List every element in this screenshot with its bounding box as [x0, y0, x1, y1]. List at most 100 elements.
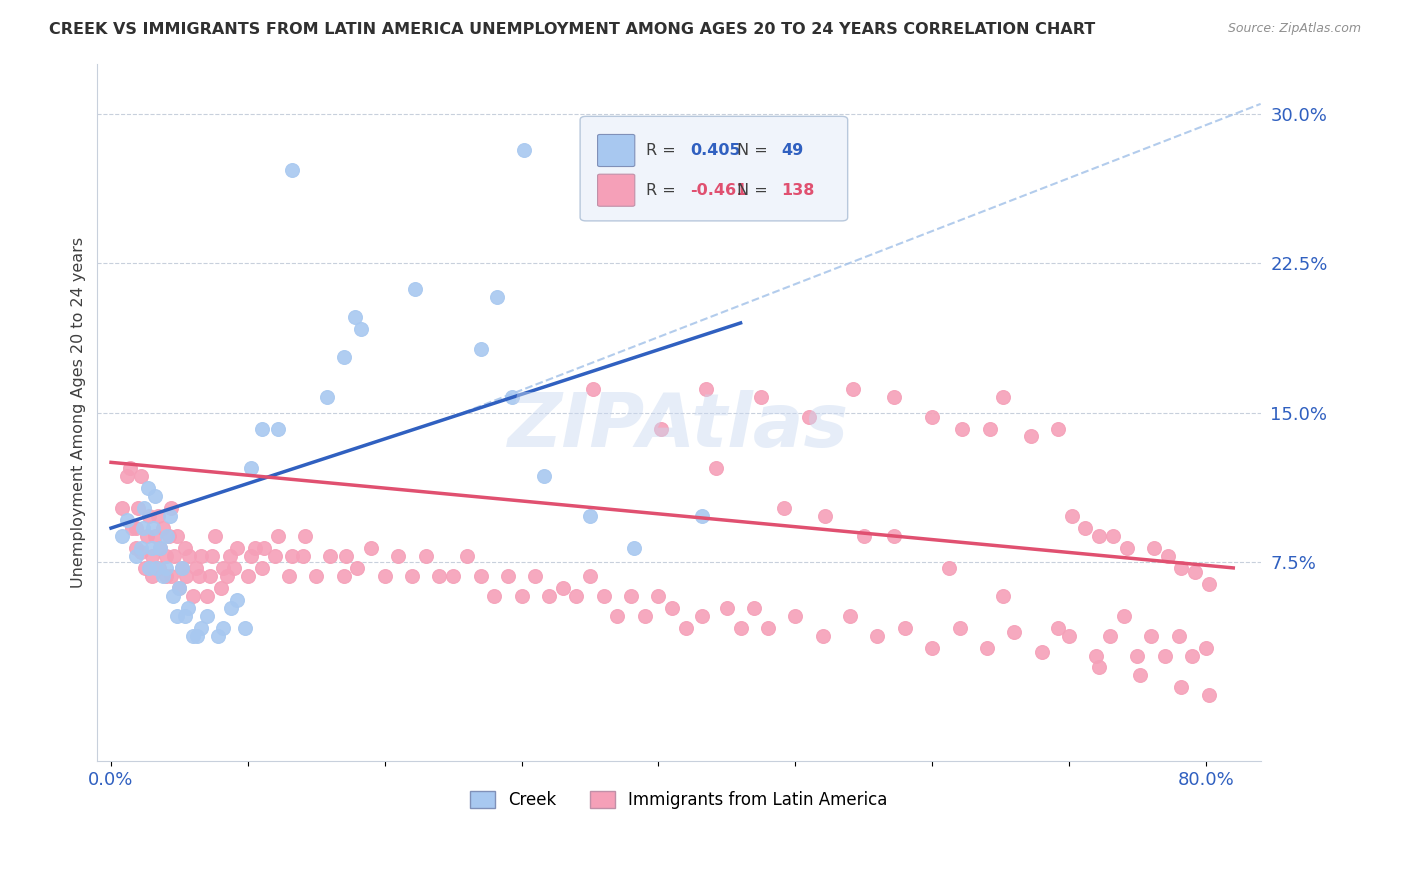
Point: [121, 521, 143, 535]
Point: [172, 561, 194, 575]
Point: [305, 569, 328, 583]
Point: [343, 310, 366, 324]
Point: [239, 461, 262, 475]
Point: [852, 529, 875, 543]
Point: [484, 589, 506, 603]
Text: 49: 49: [782, 143, 804, 158]
Point: [131, 521, 153, 535]
Point: [1198, 689, 1220, 703]
Point: [456, 549, 478, 563]
Point: [136, 481, 159, 495]
Point: [730, 621, 752, 635]
Point: [716, 600, 738, 615]
Point: [690, 509, 713, 524]
Point: [1047, 421, 1070, 435]
Point: [647, 589, 669, 603]
Text: R =: R =: [647, 184, 682, 198]
Point: [785, 608, 807, 623]
Point: [160, 569, 183, 583]
Point: [1170, 681, 1192, 695]
Point: [814, 509, 837, 524]
Point: [1170, 561, 1192, 575]
Point: [294, 529, 316, 543]
Point: [129, 541, 152, 555]
Point: [524, 569, 547, 583]
Point: [1143, 541, 1166, 555]
Point: [201, 549, 224, 563]
Point: [267, 529, 290, 543]
Point: [280, 549, 302, 563]
Point: [1112, 608, 1135, 623]
Point: [172, 561, 194, 575]
Point: [145, 561, 167, 575]
Point: [360, 541, 382, 555]
Point: [160, 501, 183, 516]
Point: [675, 621, 697, 635]
Point: [606, 608, 628, 623]
Point: [253, 541, 276, 555]
Point: [219, 549, 242, 563]
Point: [187, 569, 209, 583]
Point: [157, 529, 180, 543]
Point: [551, 581, 574, 595]
Point: [1115, 541, 1137, 555]
Text: N =: N =: [737, 143, 773, 158]
Text: R =: R =: [647, 143, 682, 158]
Point: [176, 569, 198, 583]
Point: [1031, 644, 1053, 658]
Point: [152, 521, 174, 535]
Point: [124, 521, 146, 535]
Text: 138: 138: [782, 184, 814, 198]
Point: [148, 561, 170, 575]
Point: [501, 390, 523, 404]
Point: [866, 629, 889, 643]
Point: [579, 509, 602, 524]
Point: [335, 549, 357, 563]
Point: [387, 549, 409, 563]
Point: [485, 290, 508, 304]
Point: [1074, 521, 1097, 535]
Point: [217, 569, 239, 583]
Point: [141, 549, 163, 563]
Point: [513, 143, 536, 157]
FancyBboxPatch shape: [598, 135, 634, 167]
Point: [207, 629, 229, 643]
Point: [152, 569, 174, 583]
Point: [226, 541, 249, 555]
Point: [883, 390, 905, 404]
Point: [174, 608, 197, 623]
Y-axis label: Unemployment Among Ages 20 to 24 years: Unemployment Among Ages 20 to 24 years: [72, 237, 86, 588]
Point: [993, 589, 1015, 603]
Point: [537, 589, 560, 603]
Point: [155, 561, 177, 575]
Point: [883, 529, 905, 543]
Point: [141, 541, 163, 555]
Point: [181, 629, 204, 643]
Point: [169, 581, 191, 595]
Point: [156, 529, 179, 543]
Legend: Creek, Immigrants from Latin America: Creek, Immigrants from Latin America: [464, 784, 894, 815]
Point: [186, 629, 208, 643]
Point: [181, 589, 204, 603]
Point: [141, 569, 163, 583]
Point: [291, 549, 314, 563]
Point: [441, 569, 464, 583]
Point: [143, 489, 166, 503]
Point: [842, 382, 865, 396]
Point: [149, 541, 172, 555]
Point: [184, 561, 207, 575]
Point: [1088, 529, 1111, 543]
Point: [190, 621, 212, 635]
Point: [138, 561, 160, 575]
Point: [190, 549, 212, 563]
Point: [690, 608, 713, 623]
Point: [174, 541, 197, 555]
Point: [155, 569, 177, 583]
Point: [976, 640, 998, 655]
Point: [233, 621, 256, 635]
Point: [278, 569, 301, 583]
Point: [212, 561, 235, 575]
Point: [1060, 509, 1083, 524]
Point: [374, 569, 396, 583]
Point: [695, 382, 717, 396]
